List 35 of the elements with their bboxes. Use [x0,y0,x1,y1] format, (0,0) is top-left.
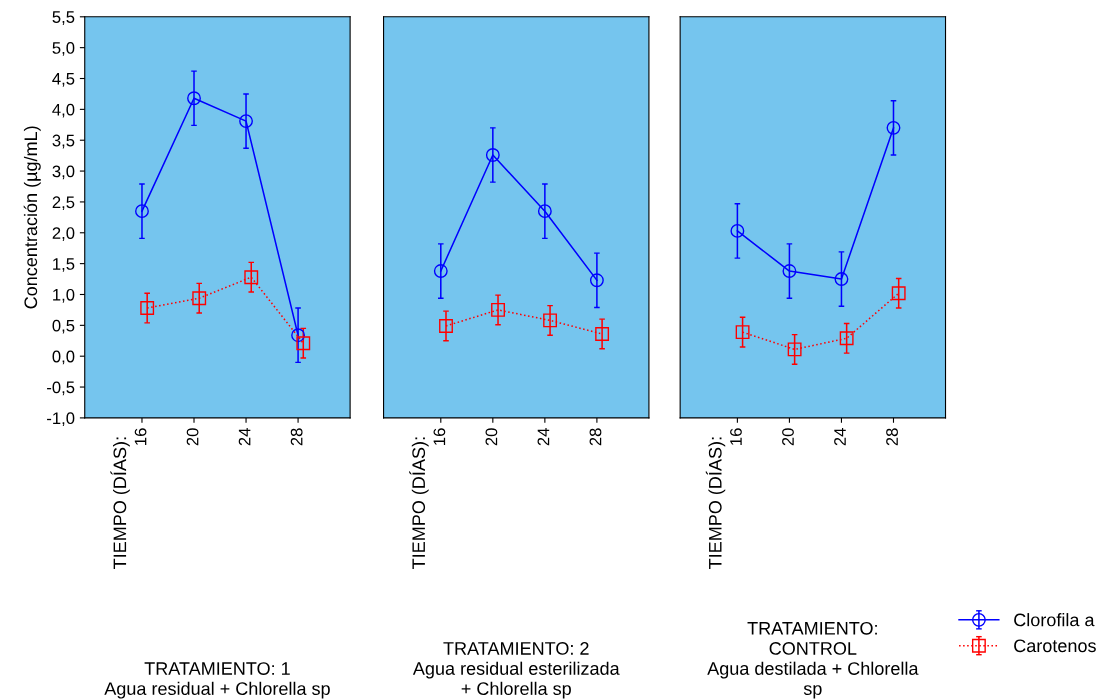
x-tick-label: 28 [290,428,303,446]
y-tick-label: 2,5 [52,196,75,211]
legend-label: Clorofila a [1014,613,1095,627]
text: TIEMPO (DÍAS): [409,437,429,569]
x-tick-label: 20 [186,428,199,446]
x-tick-label: 16 [730,428,742,445]
text: TRATAMIENTO: 1 Agua residual + Chlorella sp [104,662,330,699]
y-tick-label: 4,5 [52,73,75,87]
y-tick-label: 0,5 [52,319,75,334]
y-tick-label: 3,0 [52,165,75,180]
y-tick-label: -1,0 [47,412,75,427]
y-tick-label: 5,5 [52,11,75,25]
text: TRATAMIENTO: 2 Agua residual esterilizada + Chlorella sp [412,642,620,699]
y-tick-label: 4,0 [52,103,75,118]
y-tick-label: 3,5 [52,134,75,149]
y-tick-label: -0,5 [47,381,75,396]
x-tick-label: 16 [134,428,147,445]
x-tick-label: 20 [485,428,498,446]
x-tick-label: 20 [782,428,794,446]
y-tick-label: 5,0 [52,42,75,56]
x-tick-label: 16 [433,428,446,445]
text: TIEMPO (DÍAS): [110,437,130,569]
legend-label: Carotenos [1014,639,1096,653]
y-axis-title: Concentración (µg/mL) [23,126,41,309]
x-tick-label: 28 [886,428,898,446]
y-tick-label: 2,0 [52,227,75,241]
x-tick-label: 24 [537,428,550,446]
text: TIEMPO (DÍAS): [705,437,726,569]
text: TRATAMIENTO: CONTROL Agua destilada + Chlorella sp [707,621,919,699]
x-tick-label: 24 [834,428,846,446]
y-tick-label: 1,5 [53,258,75,272]
y-tick-label: 1,0 [53,288,75,303]
y-tick-label: 0,0 [52,350,75,365]
x-tick-label: 24 [238,428,251,446]
x-tick-label: 28 [589,428,602,446]
